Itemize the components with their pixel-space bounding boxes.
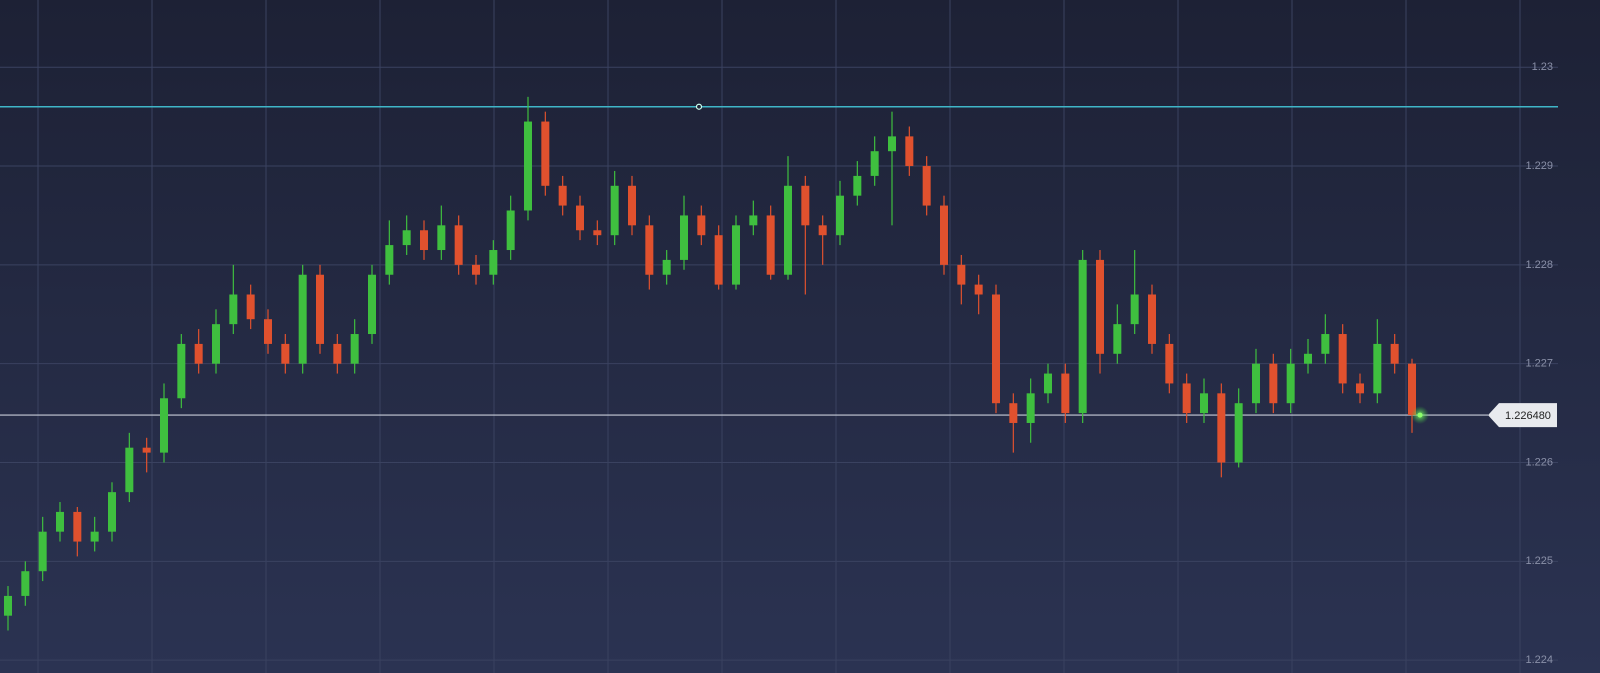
- candle-body: [125, 447, 134, 493]
- y-tick-label: 1.229: [1525, 160, 1553, 172]
- candle-body: [333, 343, 342, 364]
- candle-body: [472, 264, 480, 275]
- candle-body: [1130, 294, 1139, 325]
- candle-body: [1009, 403, 1018, 423]
- candle-body: [420, 230, 428, 251]
- candle-body: [888, 136, 896, 152]
- candle-body: [1165, 343, 1174, 384]
- candle-body: [1321, 334, 1330, 354]
- candle-body: [281, 343, 290, 364]
- candle-body: [1217, 393, 1226, 463]
- candle-body: [1234, 403, 1243, 463]
- candle-body: [316, 274, 324, 344]
- candle-body: [1356, 383, 1364, 394]
- candle-body: [732, 225, 740, 285]
- candle-body: [1148, 294, 1156, 344]
- candle-body: [870, 151, 879, 176]
- candle-body: [922, 166, 931, 206]
- candle-body: [541, 121, 550, 186]
- candle-body: [818, 225, 827, 236]
- y-tick-label: 1.225: [1525, 555, 1553, 567]
- candle-body: [662, 259, 671, 275]
- candle-body: [56, 511, 64, 532]
- candle-body: [506, 210, 515, 251]
- candle-body: [784, 185, 792, 275]
- candle-body: [714, 235, 723, 285]
- candle-body: [1304, 353, 1312, 364]
- candle-body: [194, 343, 203, 364]
- candle-body: [108, 492, 116, 532]
- candle-body: [402, 230, 411, 246]
- candle-body: [1182, 383, 1191, 414]
- y-tick-label: 1.227: [1525, 358, 1553, 370]
- candle-body: [905, 136, 914, 167]
- candle-body: [21, 571, 30, 596]
- candle-body: [1061, 373, 1070, 414]
- candle-body: [697, 215, 706, 236]
- candle-body: [524, 121, 532, 211]
- candle-body: [853, 175, 862, 196]
- candle-body: [680, 215, 688, 260]
- candle-body: [801, 185, 810, 226]
- candle-body: [1390, 343, 1399, 364]
- candle-body: [1200, 393, 1208, 414]
- candle-body: [73, 511, 82, 542]
- candle-body: [160, 398, 168, 453]
- candle-body: [593, 230, 602, 236]
- candle-body: [246, 294, 255, 320]
- candle-body: [836, 195, 844, 236]
- candle-body: [385, 245, 394, 275]
- candle-body: [1096, 259, 1104, 354]
- y-tick-label: 1.23: [1532, 61, 1553, 73]
- candle-body: [1026, 393, 1035, 423]
- candle-body: [1113, 324, 1122, 354]
- candle-body: [749, 215, 758, 226]
- candle-body: [766, 215, 775, 275]
- candle-body: [974, 284, 983, 295]
- candle-body: [177, 343, 186, 399]
- candle-body: [368, 274, 376, 335]
- candle-body: [1044, 373, 1052, 394]
- candle-body: [454, 225, 463, 265]
- candle-body: [298, 274, 307, 364]
- candle-body: [645, 225, 654, 275]
- candle-body: [1373, 343, 1382, 394]
- candle-body: [350, 334, 359, 364]
- candle-body: [437, 225, 446, 251]
- y-tick-label: 1.224: [1525, 654, 1553, 666]
- y-tick-label: 1.226: [1525, 456, 1553, 468]
- candle-body: [1078, 259, 1087, 414]
- candle-body: [558, 185, 567, 206]
- candle-body: [90, 531, 99, 542]
- candle-body: [628, 185, 636, 226]
- candle-body: [940, 205, 948, 265]
- candle-body: [1338, 334, 1347, 384]
- candle-body: [1269, 363, 1278, 404]
- candle-body: [4, 595, 12, 616]
- candle-body: [576, 205, 584, 231]
- level-handle: [695, 103, 703, 110]
- price-tag: [1488, 403, 1557, 428]
- candle-body: [992, 294, 1000, 404]
- candle-body: [1408, 363, 1416, 416]
- candle-body: [1252, 363, 1260, 404]
- candle-body: [957, 264, 966, 285]
- candle-body: [489, 250, 498, 275]
- candle-body: [610, 185, 619, 236]
- candle-body: [142, 447, 151, 453]
- candle-body: [1286, 363, 1295, 404]
- current-dot: [1417, 412, 1423, 418]
- candle-body: [264, 319, 272, 344]
- candle-body: [212, 324, 220, 364]
- y-tick-label: 1.228: [1525, 259, 1553, 271]
- candle-body: [38, 531, 47, 572]
- candle-body: [229, 294, 238, 325]
- price-tag-label: 1.226480: [1505, 410, 1551, 422]
